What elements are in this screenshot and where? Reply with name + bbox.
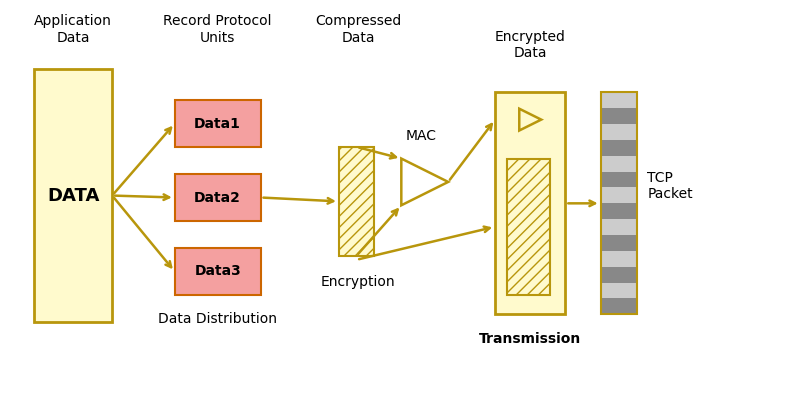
- Text: Data1: Data1: [194, 117, 241, 130]
- Text: Record Protocol
Units: Record Protocol Units: [164, 15, 272, 45]
- Bar: [600, 156, 637, 172]
- Bar: [600, 299, 637, 314]
- Text: TCP
Packet: TCP Packet: [648, 171, 693, 201]
- Bar: [600, 92, 637, 314]
- Bar: [600, 140, 637, 156]
- Bar: [175, 174, 260, 221]
- Bar: [338, 147, 374, 256]
- Bar: [600, 251, 637, 267]
- Bar: [600, 219, 637, 235]
- Bar: [175, 248, 260, 295]
- Bar: [600, 108, 637, 124]
- Text: MAC: MAC: [405, 129, 436, 143]
- Text: Compressed
Data: Compressed Data: [316, 15, 401, 45]
- Text: Data2: Data2: [194, 190, 241, 205]
- Text: Encryption: Encryption: [321, 275, 396, 290]
- Bar: [495, 92, 565, 314]
- Bar: [600, 188, 637, 203]
- Text: Transmission: Transmission: [479, 332, 582, 346]
- Bar: [600, 172, 637, 188]
- Bar: [600, 92, 637, 108]
- Bar: [600, 203, 637, 219]
- Bar: [34, 69, 113, 322]
- Text: Data Distribution: Data Distribution: [158, 312, 277, 326]
- Text: Encrypted
Data: Encrypted Data: [495, 30, 566, 60]
- Bar: [600, 282, 637, 299]
- Text: Application
Data: Application Data: [34, 15, 112, 45]
- Bar: [600, 124, 637, 140]
- Text: DATA: DATA: [47, 186, 99, 205]
- Bar: [175, 100, 260, 147]
- Text: Data3: Data3: [194, 265, 241, 278]
- Bar: [600, 235, 637, 251]
- Bar: [600, 267, 637, 282]
- Bar: [507, 158, 550, 295]
